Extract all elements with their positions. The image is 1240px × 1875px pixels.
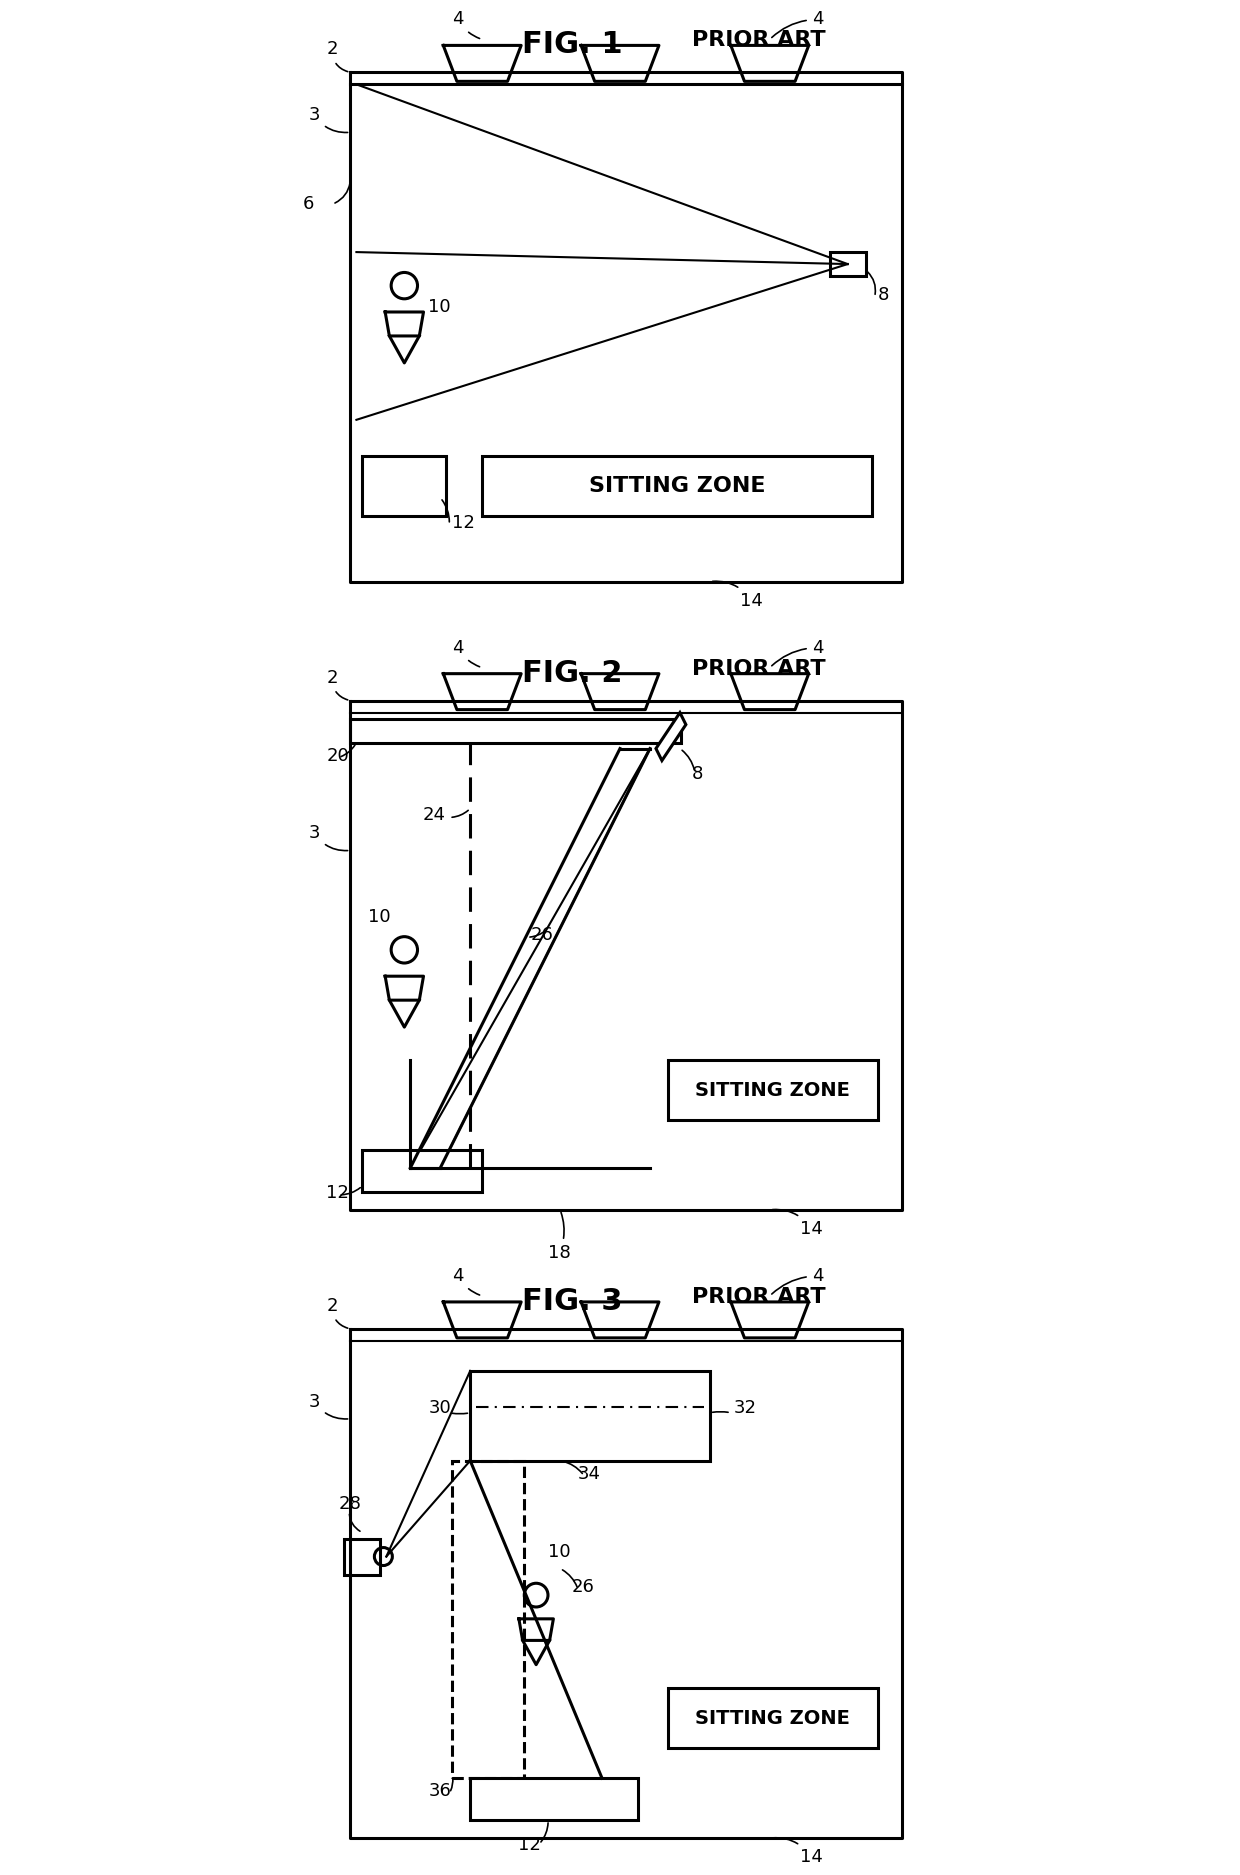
Text: 4: 4 xyxy=(453,639,480,667)
Text: 10: 10 xyxy=(368,908,391,926)
Text: 10: 10 xyxy=(548,1543,570,1560)
Text: PRIOR ART: PRIOR ART xyxy=(692,658,826,679)
Text: 3: 3 xyxy=(309,107,347,133)
Polygon shape xyxy=(410,748,650,1168)
Text: 36: 36 xyxy=(428,1781,451,1800)
Text: PRIOR ART: PRIOR ART xyxy=(692,30,826,51)
Text: SITTING ZONE: SITTING ZONE xyxy=(696,1708,851,1727)
Polygon shape xyxy=(656,712,686,761)
Text: 8: 8 xyxy=(878,287,889,304)
Text: 28: 28 xyxy=(339,1494,361,1513)
Text: 4: 4 xyxy=(771,11,823,38)
Text: 34: 34 xyxy=(578,1464,601,1483)
Text: 4: 4 xyxy=(771,639,823,666)
FancyBboxPatch shape xyxy=(668,1688,878,1748)
Text: PRIOR ART: PRIOR ART xyxy=(692,1286,826,1307)
Text: 6: 6 xyxy=(303,195,315,214)
Bar xyxy=(470,1778,637,1821)
Text: 24: 24 xyxy=(423,806,445,825)
Text: 8: 8 xyxy=(692,765,703,782)
Text: SITTING ZONE: SITTING ZONE xyxy=(696,1080,851,1099)
Text: 26: 26 xyxy=(531,926,553,945)
Bar xyxy=(362,456,446,516)
Text: 26: 26 xyxy=(572,1579,595,1596)
Text: 10: 10 xyxy=(428,298,451,317)
Bar xyxy=(351,718,681,742)
Text: 14: 14 xyxy=(773,1209,822,1238)
Text: SITTING ZONE: SITTING ZONE xyxy=(589,476,765,495)
Text: 20: 20 xyxy=(326,746,350,765)
Text: 30: 30 xyxy=(428,1399,451,1418)
Text: 4: 4 xyxy=(771,1268,823,1294)
Bar xyxy=(345,1539,381,1575)
Bar xyxy=(470,1371,709,1461)
Text: 3: 3 xyxy=(309,1393,347,1419)
Text: FIG. 3: FIG. 3 xyxy=(522,1286,622,1316)
Text: 2: 2 xyxy=(326,1298,347,1328)
Text: 18: 18 xyxy=(548,1213,570,1262)
Bar xyxy=(453,1461,525,1778)
Text: 14: 14 xyxy=(713,581,763,609)
Text: 4: 4 xyxy=(453,11,480,39)
Text: 12: 12 xyxy=(326,1183,350,1202)
FancyBboxPatch shape xyxy=(482,456,872,516)
Text: FIG. 2: FIG. 2 xyxy=(522,658,622,688)
Text: 4: 4 xyxy=(453,1268,480,1296)
Text: 2: 2 xyxy=(326,41,347,71)
FancyBboxPatch shape xyxy=(668,1059,878,1119)
Text: 3: 3 xyxy=(309,825,347,851)
Text: 2: 2 xyxy=(326,669,347,699)
Text: 14: 14 xyxy=(773,1838,822,1866)
Text: 12: 12 xyxy=(518,1836,541,1854)
Bar xyxy=(362,1149,482,1192)
Text: 12: 12 xyxy=(453,514,475,532)
FancyBboxPatch shape xyxy=(830,251,866,276)
Text: FIG. 1: FIG. 1 xyxy=(522,30,622,60)
Text: 32: 32 xyxy=(734,1399,756,1418)
